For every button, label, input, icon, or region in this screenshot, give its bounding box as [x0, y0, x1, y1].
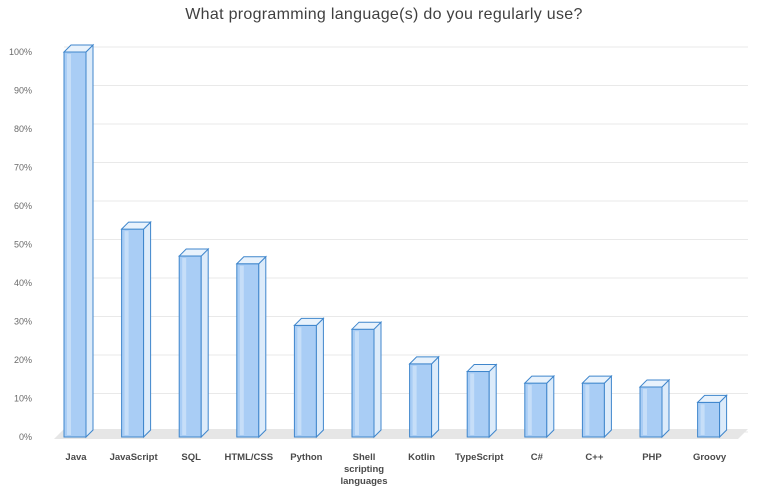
y-tick-label: 60% [14, 201, 32, 211]
bar [350, 320, 383, 439]
bar-highlight [470, 373, 475, 435]
bar-side [431, 355, 440, 439]
bar [696, 394, 728, 439]
bar-highlight [239, 265, 244, 435]
bar-top [120, 221, 152, 230]
bar-top [408, 356, 440, 365]
bar [581, 374, 613, 439]
y-tick-label: 30% [14, 317, 32, 327]
bar [120, 220, 152, 439]
bar-side [373, 320, 382, 439]
x-tick-label: Shell scripting languages [341, 452, 388, 487]
bar-side [603, 374, 612, 439]
gridlines [64, 46, 748, 433]
bar [62, 43, 95, 439]
y-tick-label: 0% [19, 432, 32, 442]
bar-top [293, 317, 325, 326]
y-axis-ticks: 0% 10% 20% 30% 40% 50% 60% 70% 80% 90% 100% [9, 47, 32, 442]
bar-top [177, 248, 210, 257]
bar-top [523, 375, 556, 384]
bar-side [85, 43, 94, 439]
y-tick-label: 40% [14, 278, 32, 288]
bar-side [200, 247, 209, 439]
bar-side [143, 220, 152, 439]
bar-top [235, 256, 268, 265]
bar-highlight [124, 231, 129, 435]
bar-highlight [643, 388, 647, 435]
bar-highlight [182, 258, 187, 435]
bar [408, 355, 440, 439]
x-tick-label: JavaScript [110, 452, 159, 463]
bar-top [62, 44, 95, 53]
chart-floor [54, 429, 748, 439]
bar-side [546, 374, 555, 439]
bars [62, 43, 728, 439]
bar-highlight [355, 331, 359, 435]
bar-top [696, 394, 728, 403]
bar [523, 374, 556, 439]
x-tick-label: SQL [181, 452, 201, 463]
bar-highlight [297, 327, 302, 435]
y-tick-label: 50% [14, 240, 32, 250]
x-tick-label: Kotlin [408, 452, 435, 463]
bar [638, 378, 671, 439]
chart-title: What programming language(s) do you regu… [185, 6, 583, 23]
x-axis-ticks: Java JavaScript SQL HTML/CSS Python Shell scri… [65, 452, 727, 487]
y-tick-label: 70% [14, 163, 32, 173]
y-tick-label: 20% [14, 355, 32, 365]
x-tick-label: C++ [585, 452, 603, 463]
bar-side [488, 363, 497, 439]
bar [235, 255, 268, 439]
bar-side [661, 378, 670, 439]
y-tick-label: 100% [9, 47, 32, 57]
y-tick-label: 80% [14, 124, 32, 134]
bar-side [315, 317, 324, 439]
x-tick-label: Groovy [693, 452, 727, 463]
bar [465, 363, 498, 439]
x-tick-label: TypeScript [455, 452, 504, 463]
y-tick-label: 90% [14, 86, 32, 96]
x-tick-label: HTML/CSS [225, 452, 274, 463]
x-tick-label: Python [290, 452, 322, 463]
x-tick-label: C# [531, 452, 544, 463]
bar-side [258, 255, 267, 439]
bar-highlight [527, 385, 532, 435]
x-tick-label: Java [65, 452, 87, 463]
bar-highlight [585, 385, 590, 435]
y-tick-label: 10% [14, 394, 32, 404]
x-tick-label: PHP [642, 452, 662, 463]
bar-top [581, 375, 613, 384]
bar-top [465, 364, 498, 373]
bar-top [350, 321, 383, 330]
bar-highlight [700, 404, 705, 435]
bar-top [638, 379, 671, 388]
bar-highlight [67, 54, 71, 435]
bar-highlight [412, 365, 417, 435]
bar [293, 317, 325, 439]
bar [177, 247, 210, 439]
floor-plane [54, 429, 748, 439]
